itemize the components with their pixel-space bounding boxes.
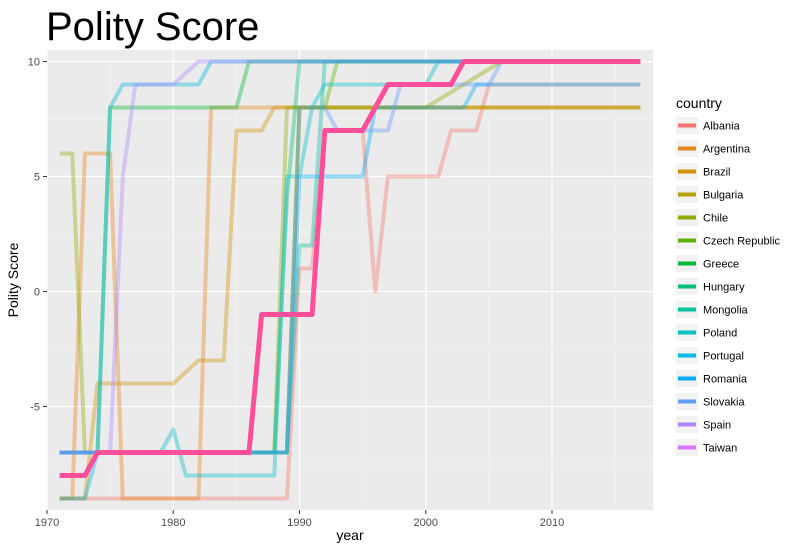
legend-label: Slovakia xyxy=(703,397,745,409)
legend-item: Czech Republic xyxy=(676,232,781,249)
legend-item: Poland xyxy=(676,324,737,341)
legend-item: Brazil xyxy=(676,163,731,180)
legend-item: Albania xyxy=(676,117,741,134)
x-tick-label: 2000 xyxy=(414,517,438,529)
legend: country Albania Argentina Brazil Bulgaria Ch… xyxy=(676,95,781,456)
legend-item: Mongolia xyxy=(676,301,749,318)
legend-item: Hungary xyxy=(676,278,745,295)
legend-item: Greece xyxy=(676,255,739,272)
y-tick-label: 0 xyxy=(34,287,40,299)
legend-item: Romania xyxy=(676,370,748,387)
legend-item: Argentina xyxy=(676,140,751,157)
legend-label: Taiwan xyxy=(703,443,737,455)
x-axis-ticks: 1970 1980 1990 2000 2010 xyxy=(35,510,564,529)
series-lines xyxy=(59,59,641,501)
series-line-portugal xyxy=(59,59,641,501)
legend-label: Hungary xyxy=(703,282,745,294)
legend-item: Spain xyxy=(676,416,731,433)
legend-label: Argentina xyxy=(703,144,751,156)
legend-label: Mongolia xyxy=(703,305,749,317)
x-tick-label: 1970 xyxy=(35,517,59,529)
y-tick-label: 5 xyxy=(34,172,40,184)
legend-title: country xyxy=(676,95,722,111)
y-axis-label: Polity Score xyxy=(5,242,21,317)
x-tick-label: 2010 xyxy=(540,517,564,529)
legend-label: Romania xyxy=(703,374,748,386)
legend-label: Brazil xyxy=(703,167,731,179)
legend-label: Spain xyxy=(703,420,731,432)
series-line-poland xyxy=(59,59,641,478)
series-line-brazil xyxy=(59,105,641,501)
legend-item: Bulgaria xyxy=(676,186,744,203)
legend-label: Chile xyxy=(703,213,728,225)
x-axis-label: year xyxy=(336,527,364,543)
legend-label: Bulgaria xyxy=(703,190,744,202)
series-line-greece xyxy=(59,59,641,455)
legend-label: Albania xyxy=(703,121,741,133)
chart-title: Polity Score xyxy=(46,5,259,49)
legend-item: Slovakia xyxy=(676,393,745,410)
x-tick-label: 1980 xyxy=(161,517,185,529)
legend-item: Chile xyxy=(676,209,728,226)
x-tick-label: 1990 xyxy=(287,517,311,529)
legend-label: Portugal xyxy=(703,351,744,363)
legend-items: Albania Argentina Brazil Bulgaria Chile Czech… xyxy=(676,117,781,456)
series-line-chile xyxy=(59,59,641,455)
y-axis-ticks: -5 0 5 10 xyxy=(28,57,47,414)
legend-label: Greece xyxy=(703,259,739,271)
series-line-taiwan xyxy=(59,59,641,478)
y-tick-label: -5 xyxy=(30,402,40,414)
y-tick-label: 10 xyxy=(28,57,40,69)
legend-item: Taiwan xyxy=(676,439,737,456)
series-line-romania xyxy=(59,82,641,455)
series-line-albania xyxy=(59,82,641,501)
grid-major xyxy=(46,50,653,510)
legend-label: Poland xyxy=(703,328,737,340)
legend-item: Portugal xyxy=(676,347,744,364)
legend-label: Czech Republic xyxy=(703,236,781,248)
series-line-argentina xyxy=(59,105,641,501)
